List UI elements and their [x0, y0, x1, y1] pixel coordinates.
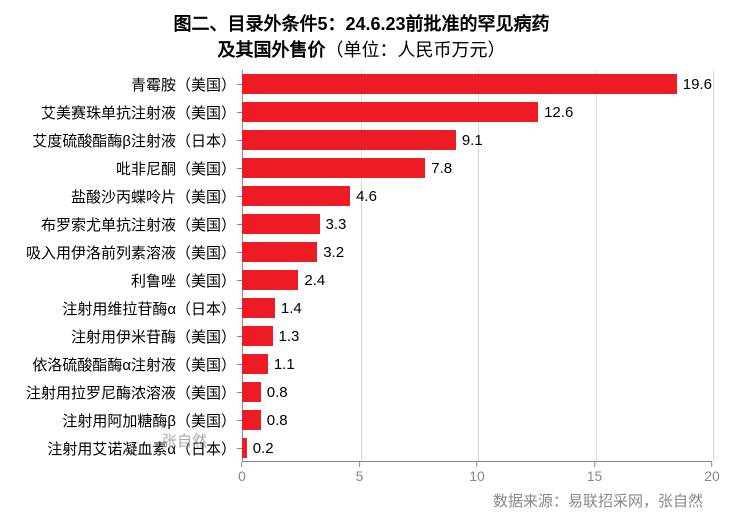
x-tick: 15	[587, 462, 603, 484]
chart-title-line1: 图二、目录外条件5：24.6.23前批准的罕见病药	[10, 10, 713, 36]
chart-row: 注射用维拉苷酶α（日本） 1.4	[10, 294, 713, 322]
x-tick: 5	[356, 462, 364, 484]
bar	[242, 102, 538, 122]
chart-row: 青霉胺（美国） 19.6	[10, 70, 713, 98]
category-label: 吸入用伊洛前列素溶液（美国）	[10, 242, 242, 263]
x-tick-mark	[711, 462, 712, 467]
bar-cell: 7.8	[242, 154, 712, 182]
bar-cell: 19.6	[242, 70, 712, 98]
x-tick-label: 0	[238, 468, 246, 484]
bar-value-label: 19.6	[683, 76, 712, 93]
category-label: 盐酸沙丙蝶呤片（美国）	[10, 186, 242, 207]
chart-row: 注射用艾诺凝血素α（日本） 0.2	[10, 434, 713, 462]
chart-row: 注射用伊米苷酶（美国） 1.3	[10, 322, 713, 350]
bar	[242, 74, 677, 94]
bar	[242, 186, 350, 206]
category-label: 艾美赛珠单抗注射液（美国）	[10, 102, 242, 123]
chart-row: 盐酸沙丙蝶呤片（美国） 4.6	[10, 182, 713, 210]
category-label: 布罗索尤单抗注射液（美国）	[10, 214, 242, 235]
chart-row: 注射用拉罗尼酶浓溶液（美国） 0.8	[10, 378, 713, 406]
bar-value-label: 12.6	[544, 104, 573, 121]
category-label: 注射用阿加糖酶β（美国）	[10, 410, 242, 431]
category-label: 吡非尼酮（美国）	[10, 158, 242, 179]
chart-row: 吸入用伊洛前列素溶液（美国） 3.2	[10, 238, 713, 266]
bar-value-label: 1.1	[274, 356, 295, 373]
bar-cell: 4.6	[242, 182, 712, 210]
chart-row: 吡非尼酮（美国） 7.8	[10, 154, 713, 182]
x-tick-mark	[241, 462, 242, 467]
chart-title-line2-bold: 及其国外售价	[218, 40, 326, 60]
x-tick-mark	[476, 462, 477, 467]
data-source: 数据来源：易联招采网，张自然	[10, 490, 713, 511]
chart-row: 艾度硫酸酯酶β注射液（日本） 9.1	[10, 126, 713, 154]
bar-value-label: 9.1	[462, 132, 483, 149]
x-tick-label: 5	[356, 468, 364, 484]
bar-cell: 0.2	[242, 434, 712, 462]
bar	[242, 130, 456, 150]
category-label: 依洛硫酸酯酶α注射液（美国）	[10, 354, 242, 375]
bar-cell: 1.4	[242, 294, 712, 322]
x-axis-ticks: 05101520	[242, 462, 712, 486]
bar	[242, 298, 275, 318]
bar-value-label: 7.8	[431, 160, 452, 177]
bar-value-label: 4.6	[356, 188, 377, 205]
x-axis: 05101520	[10, 462, 713, 486]
bar	[242, 270, 298, 290]
chart-rows: 青霉胺（美国） 19.6 艾美赛珠单抗注射液（美国） 12.6 艾度硫酸酯酶β注射液（日…	[10, 70, 713, 462]
chart-title-block: 图二、目录外条件5：24.6.23前批准的罕见病药 及其国外售价（单位：人民币万…	[10, 10, 713, 62]
bar-value-label: 3.3	[326, 216, 347, 233]
gridline	[713, 70, 714, 461]
chart-row: 布罗索尤单抗注射液（美国） 3.3	[10, 210, 713, 238]
bar	[242, 382, 261, 402]
chart-area: 青霉胺（美国） 19.6 艾美赛珠单抗注射液（美国） 12.6 艾度硫酸酯酶β注射液（日…	[10, 70, 713, 486]
category-label: 利鲁唑（美国）	[10, 270, 242, 291]
x-tick: 0	[238, 462, 246, 484]
bar-cell: 3.2	[242, 238, 712, 266]
bar-cell: 3.3	[242, 210, 712, 238]
category-label: 注射用拉罗尼酶浓溶液（美国）	[10, 382, 242, 403]
x-tick: 10	[469, 462, 485, 484]
x-tick-mark	[594, 462, 595, 467]
chart-row: 注射用阿加糖酶β（美国） 0.8	[10, 406, 713, 434]
bar-cell: 0.8	[242, 378, 712, 406]
bar-value-label: 0.8	[267, 412, 288, 429]
bar-value-label: 3.2	[323, 244, 344, 261]
bar-cell: 2.4	[242, 266, 712, 294]
chart-row: 利鲁唑（美国） 2.4	[10, 266, 713, 294]
bar-value-label: 0.8	[267, 384, 288, 401]
x-tick: 20	[704, 462, 720, 484]
category-label: 注射用艾诺凝血素α（日本）	[10, 438, 242, 459]
bar-value-label: 2.4	[304, 272, 325, 289]
x-tick-label: 20	[704, 468, 720, 484]
bar-cell: 0.8	[242, 406, 712, 434]
x-axis-spacer	[10, 462, 242, 486]
bar	[242, 214, 320, 234]
bar-value-label: 0.2	[253, 440, 274, 457]
bar-value-label: 1.3	[279, 328, 300, 345]
chart-container: 图二、目录外条件5：24.6.23前批准的罕见病药 及其国外售价（单位：人民币万…	[0, 0, 733, 525]
category-label: 注射用伊米苷酶（美国）	[10, 326, 242, 347]
bar	[242, 438, 247, 458]
x-tick-label: 15	[587, 468, 603, 484]
bar-cell: 12.6	[242, 98, 712, 126]
bar-cell: 1.1	[242, 350, 712, 378]
chart-row: 依洛硫酸酯酶α注射液（美国） 1.1	[10, 350, 713, 378]
bar	[242, 242, 317, 262]
category-label: 注射用维拉苷酶α（日本）	[10, 298, 242, 319]
bar	[242, 158, 425, 178]
bar	[242, 326, 273, 346]
category-label: 青霉胺（美国）	[10, 74, 242, 95]
chart-row: 艾美赛珠单抗注射液（美国） 12.6	[10, 98, 713, 126]
bar-cell: 1.3	[242, 322, 712, 350]
bar	[242, 410, 261, 430]
bar	[242, 354, 268, 374]
category-label: 艾度硫酸酯酶β注射液（日本）	[10, 130, 242, 151]
bar-value-label: 1.4	[281, 300, 302, 317]
bar-cell: 9.1	[242, 126, 712, 154]
x-tick-mark	[359, 462, 360, 467]
chart-title-line2: 及其国外售价（单位：人民币万元）	[10, 36, 713, 62]
x-tick-label: 10	[469, 468, 485, 484]
chart-title-unit: （单位：人民币万元）	[326, 40, 506, 60]
